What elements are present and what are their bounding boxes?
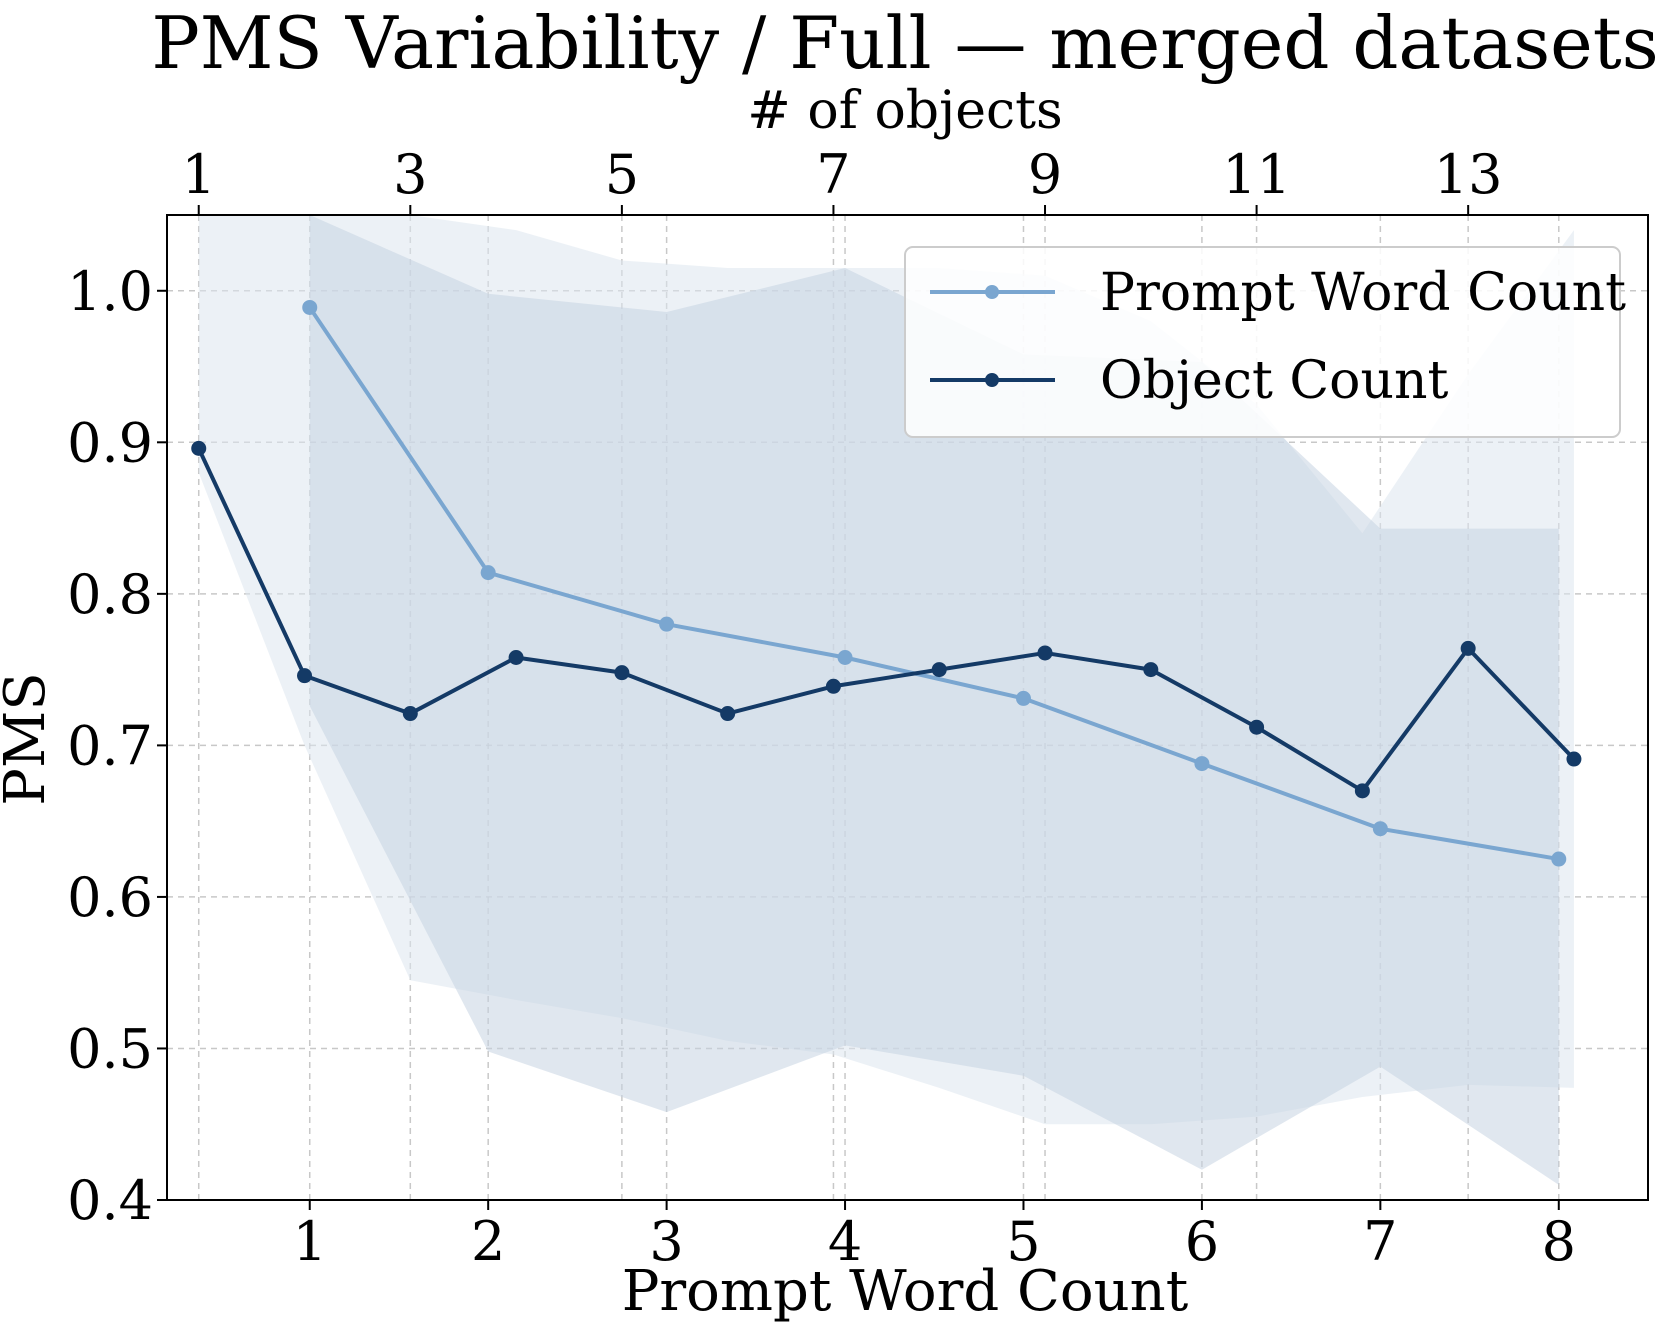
band-prompt-word-count <box>309 215 1559 1185</box>
legend-swatch-marker-prompt-word-count <box>985 285 999 299</box>
y-axis-label: PMS <box>0 672 58 805</box>
x2-tick-label: 1 <box>182 143 216 206</box>
data-point-prompt-word-count <box>1372 821 1388 837</box>
legend-box <box>904 246 1621 438</box>
plot-frame <box>166 214 1649 1201</box>
data-point-object-count <box>1143 662 1159 678</box>
data-point-object-count <box>191 440 207 456</box>
data-point-object-count <box>508 649 524 665</box>
legend-swatch-marker-object-count <box>985 373 999 387</box>
data-point-object-count <box>1249 719 1265 735</box>
y-tick-label: 1.0 <box>67 260 153 323</box>
y-tick-label: 0.7 <box>67 714 153 777</box>
data-point-prompt-word-count <box>659 616 675 632</box>
y-tick-label: 0.5 <box>67 1017 153 1080</box>
data-point-object-count <box>1037 645 1053 661</box>
data-point-object-count <box>1354 783 1370 799</box>
x-tick-label: 6 <box>1185 1210 1219 1273</box>
x2-tick-label: 7 <box>816 143 850 206</box>
y-tick-label: 0.4 <box>67 1169 153 1232</box>
x-tick-label: 1 <box>293 1210 327 1273</box>
x2-tick-label: 11 <box>1222 143 1291 206</box>
x2-tick-label: 9 <box>1028 143 1062 206</box>
x-tick-label: 8 <box>1542 1210 1576 1273</box>
x-tick-label: 4 <box>828 1210 862 1273</box>
data-point-prompt-word-count <box>302 299 318 315</box>
axis-ticks: 0.40.50.60.70.80.91.01 2 3 4 5 6 7 81 3 5 7 9 11 13 <box>67 143 1576 1273</box>
series-line-object-count <box>196 447 1576 793</box>
error-bands <box>198 215 1574 1185</box>
x2-tick-label: 13 <box>1434 143 1503 206</box>
data-point-prompt-word-count <box>1194 756 1210 772</box>
legend: Prompt Word Count Object Count <box>904 246 1626 438</box>
x-tick-label: 3 <box>649 1210 683 1273</box>
chart-title: PMS Variability / Full — merged datasets <box>151 1 1658 85</box>
legend-label-object-count: Object Count <box>1100 351 1448 411</box>
data-point-prompt-word-count <box>1551 851 1567 867</box>
data-point-prompt-word-count <box>480 565 496 581</box>
x2-tick-label: 5 <box>605 143 639 206</box>
series-points <box>191 299 1582 867</box>
series-line-prompt-word-count <box>308 306 1560 862</box>
data-point-object-count <box>825 678 841 694</box>
x-tick-label: 5 <box>1006 1210 1040 1273</box>
x-tick-label: 2 <box>471 1210 505 1273</box>
data-point-prompt-word-count <box>837 649 853 665</box>
y-tick-label: 0.8 <box>67 563 153 626</box>
data-point-object-count <box>1460 640 1476 656</box>
data-point-object-count <box>720 706 736 722</box>
bottom-axis-label: Prompt Word Count <box>622 1259 1189 1324</box>
series-lines <box>196 306 1576 862</box>
x-tick-label: 7 <box>1363 1210 1397 1273</box>
data-point-object-count <box>614 665 630 681</box>
data-point-object-count <box>297 668 313 684</box>
data-point-object-count <box>1566 751 1582 767</box>
y-tick-label: 0.6 <box>67 866 153 929</box>
data-point-object-count <box>402 706 418 722</box>
x2-tick-label: 3 <box>393 143 427 206</box>
data-point-prompt-word-count <box>1015 690 1031 706</box>
data-point-object-count <box>931 662 947 678</box>
y-tick-label: 0.9 <box>67 411 153 474</box>
legend-label-prompt-word-count: Prompt Word Count <box>1100 263 1626 323</box>
top-axis-label: # of objects <box>747 81 1062 141</box>
